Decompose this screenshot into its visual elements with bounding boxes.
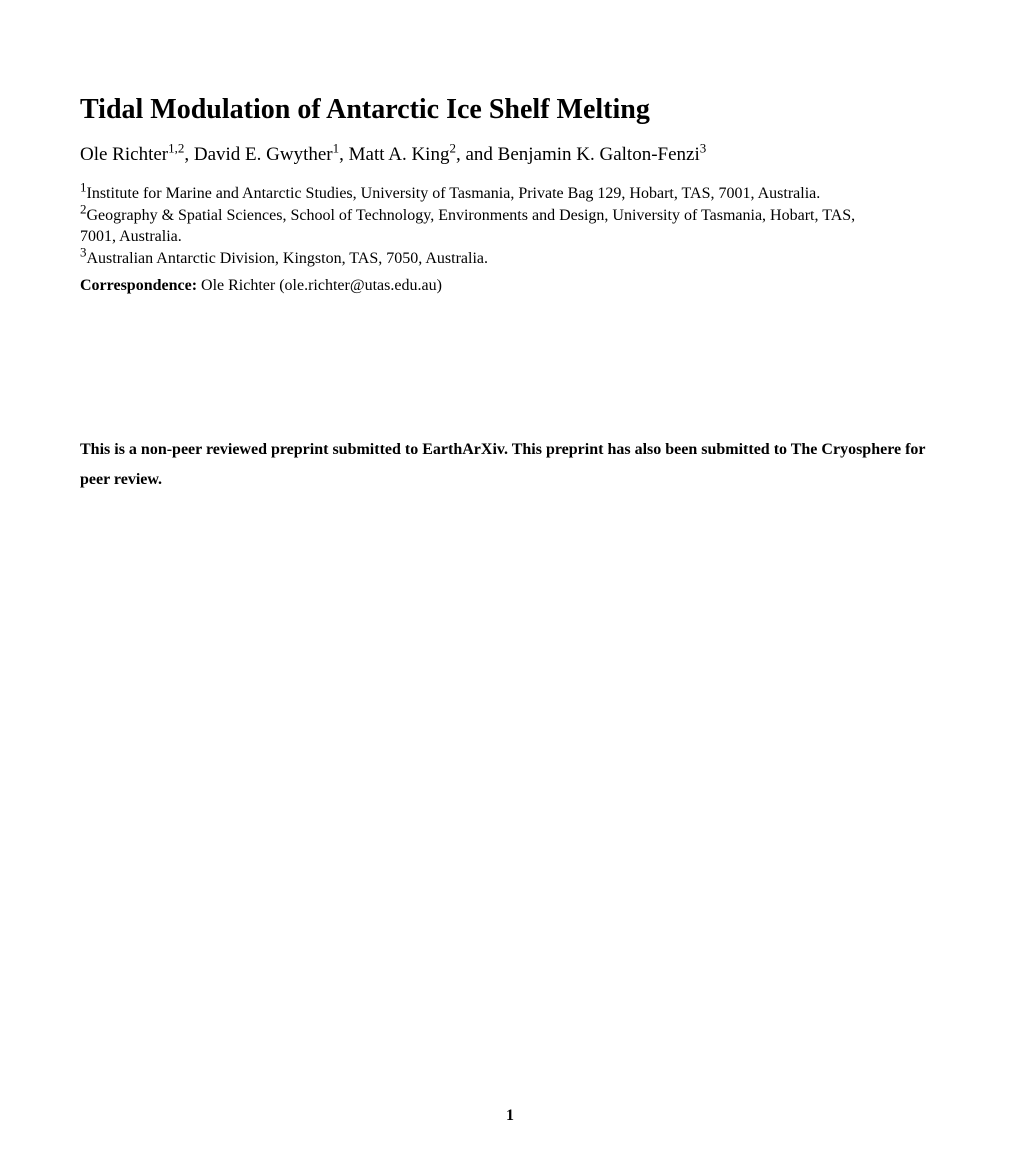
page-number: 1 (506, 1107, 514, 1125)
sep-3: , and (456, 144, 498, 165)
sep-2: , (339, 144, 349, 165)
affiliation-2-line2: 7001, Australia. (80, 226, 940, 248)
affiliation-text-3: Australian Antarctic Division, Kingston,… (87, 250, 489, 267)
author-name-3: Matt A. King (349, 144, 450, 165)
affiliation-3: 3Australian Antarctic Division, Kingston… (80, 248, 940, 270)
paper-title: Tidal Modulation of Antarctic Ice Shelf … (80, 92, 940, 128)
author-name-1: Ole Richter (80, 144, 168, 165)
author-name-2: David E. Gwyther (194, 144, 333, 165)
affiliation-1: 1Institute for Marine and Antarctic Stud… (80, 183, 940, 205)
author-sup-4: 3 (700, 141, 707, 156)
preprint-notice: This is a non-peer reviewed preprint sub… (80, 435, 940, 494)
author-name-4: Benjamin K. Galton-Fenzi (498, 144, 700, 165)
affiliations-block: 1Institute for Marine and Antarctic Stud… (80, 183, 940, 269)
affiliation-text-2-line1: Geography & Spatial Sciences, School of … (87, 207, 856, 224)
correspondence-line: Correspondence: Ole Richter (ole.richter… (80, 277, 940, 295)
affiliation-2-line1: 2Geography & Spatial Sciences, School of… (80, 205, 940, 227)
affiliation-text-1: Institute for Marine and Antarctic Studi… (87, 185, 821, 202)
correspondence-text: Ole Richter (ole.richter@utas.edu.au) (197, 277, 442, 294)
author-sup-1: 1,2 (168, 141, 184, 156)
affiliation-text-2-line2: 7001, Australia. (80, 228, 182, 245)
authors-list: Ole Richter1,2, David E. Gwyther1, Matt … (80, 142, 940, 169)
sep-1: , (184, 144, 194, 165)
correspondence-label: Correspondence: (80, 277, 197, 294)
